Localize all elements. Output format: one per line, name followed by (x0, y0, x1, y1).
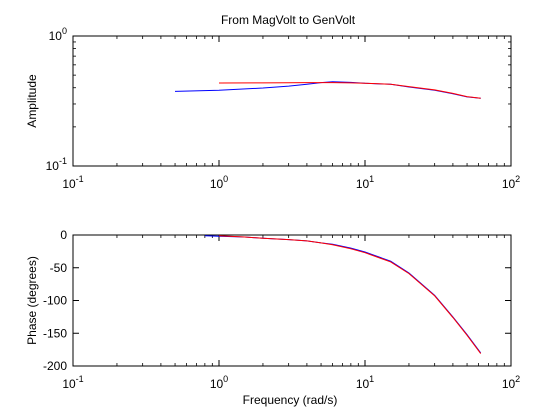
figure-title: From MagVolt to GenVolt (221, 13, 356, 27)
phase-plot-frame (72, 234, 512, 367)
amplitude-x-tick-label: 10-1 (62, 174, 83, 191)
phase-y-tick-label: -200 (43, 359, 67, 373)
phase-y-tick-label: -100 (43, 294, 67, 308)
amplitude-y-tick-label: 100 (49, 26, 67, 43)
amplitude-y-axis-label: Amplitude (25, 74, 39, 128)
amplitude-x-tick-label: 100 (210, 174, 228, 191)
phase-y-tick-label: -150 (43, 326, 67, 340)
phase-y-tick-label: -50 (50, 261, 68, 275)
amplitude-y-tick-label: 10-1 (46, 156, 67, 173)
phase-x-tick-label: 100 (210, 374, 228, 391)
phase-axes: 10-1 100 101 102 0 -50 -100 -150 -200 Phase (degr… (25, 228, 520, 407)
amplitude-x-tick-label: 102 (502, 174, 520, 191)
amplitude-red-series-line (218, 82, 481, 99)
amplitude-x-tick-label: 101 (356, 174, 374, 191)
phase-red-series-line (218, 235, 482, 354)
amplitude-plot-frame (72, 35, 512, 167)
phase-y-axis-label: Phase (degrees) (25, 256, 39, 345)
phase-x-tick-label: 102 (502, 374, 520, 391)
phase-x-tick-label: 10-1 (62, 374, 83, 391)
amplitude-axes: 10-1 100 101 102 10-1 100 Amplitude (25, 26, 520, 191)
phase-x-axis-label: Frequency (rad/s) (243, 393, 338, 407)
phase-x-tick-label: 101 (356, 374, 374, 391)
phase-y-tick-label: 0 (60, 228, 67, 242)
